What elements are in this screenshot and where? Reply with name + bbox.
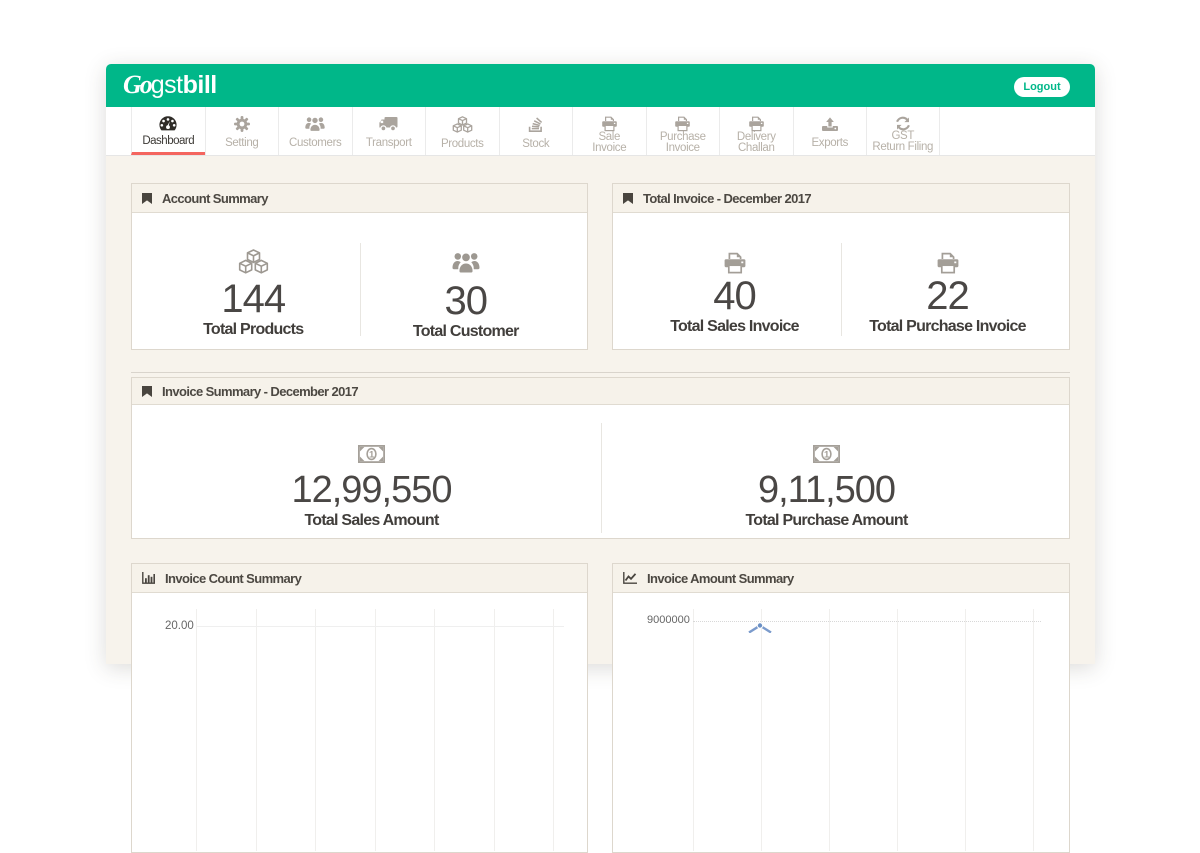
svg-text:1: 1	[369, 449, 375, 460]
svg-text:1: 1	[824, 449, 830, 460]
